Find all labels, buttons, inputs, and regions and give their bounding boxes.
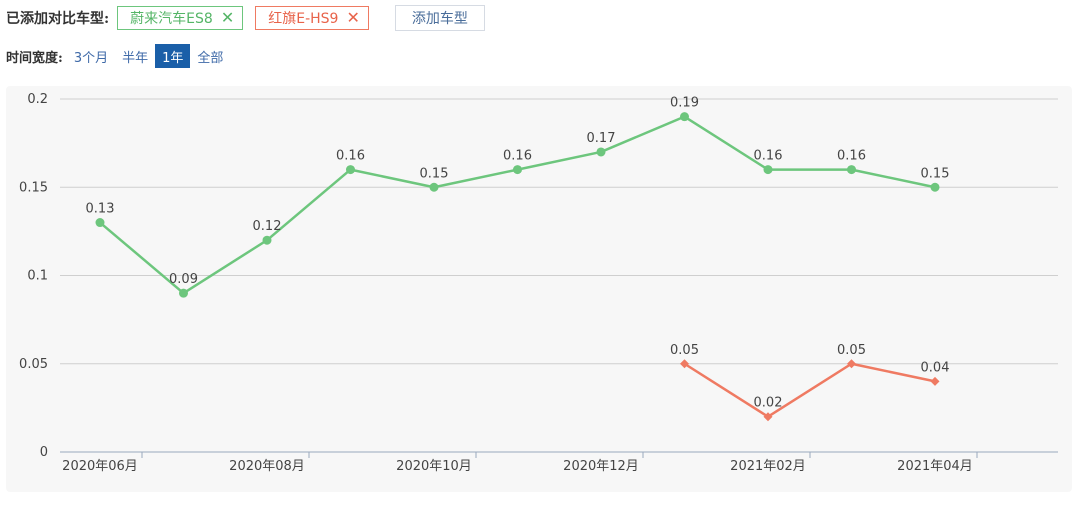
x-tick-label: 2020年06月 bbox=[62, 459, 138, 474]
line-chart: 0 0.05 0.1 0.15 0.2 2020年06月 2020年08月 2020年10月 2… bbox=[6, 86, 1072, 492]
data-label: 0.05 bbox=[837, 343, 866, 358]
data-point bbox=[513, 165, 522, 175]
y-tick-label: 0.05 bbox=[19, 357, 48, 372]
data-point bbox=[763, 412, 773, 422]
data-point bbox=[763, 165, 773, 175]
data-point bbox=[930, 182, 940, 192]
data-point bbox=[429, 182, 439, 192]
close-icon[interactable]: ✕ bbox=[346, 8, 360, 27]
data-label: 0.15 bbox=[921, 166, 950, 181]
data-label: 0.09 bbox=[169, 272, 198, 287]
add-model-button[interactable]: 添加车型 bbox=[394, 5, 485, 31]
data-point bbox=[680, 112, 689, 122]
time-filter-label: 时间宽度: bbox=[6, 50, 63, 66]
data-point bbox=[346, 165, 355, 175]
time-option-all[interactable]: 全部 bbox=[197, 50, 224, 66]
data-point bbox=[930, 376, 940, 386]
data-point bbox=[95, 218, 105, 228]
series-line-1 bbox=[99, 115, 936, 295]
y-tick-label: 0.2 bbox=[27, 92, 48, 107]
data-label: 0.12 bbox=[253, 219, 282, 234]
x-tick-label: 2020年12月 bbox=[563, 459, 639, 474]
chip-hongqi-ehs9[interactable]: 红旗E-HS9 ✕ bbox=[255, 6, 369, 30]
data-label: 0.05 bbox=[670, 343, 699, 358]
chart-svg: 0 0.05 0.1 0.15 0.2 2020年06月 2020年08月 2020年10月 2… bbox=[19, 92, 1058, 474]
data-label: 0.16 bbox=[754, 149, 783, 164]
chip-nio-es8[interactable]: 蔚来汽车ES8 ✕ bbox=[117, 6, 244, 30]
data-point bbox=[179, 288, 188, 298]
data-point bbox=[847, 359, 856, 369]
x-tick-label: 2020年08月 bbox=[229, 459, 305, 474]
x-tick-label: 2021年02月 bbox=[730, 459, 806, 474]
data-label: 0.02 bbox=[754, 396, 783, 411]
y-tick-label: 0 bbox=[40, 445, 48, 460]
data-point bbox=[262, 235, 272, 245]
series-line-2 bbox=[683, 362, 936, 418]
time-option-6m[interactable]: 半年 bbox=[122, 50, 149, 66]
data-label: 0.15 bbox=[420, 166, 449, 181]
compare-label: 已添加对比车型: bbox=[6, 11, 110, 27]
data-label: 0.19 bbox=[670, 96, 699, 111]
y-tick-label: 0.15 bbox=[19, 180, 48, 195]
data-point bbox=[596, 147, 606, 157]
time-option-1y[interactable]: 1年 bbox=[155, 44, 191, 68]
data-label: 0.16 bbox=[336, 149, 365, 164]
data-point bbox=[847, 165, 856, 175]
time-option-3m[interactable]: 3个月 bbox=[73, 50, 109, 66]
data-label: 0.13 bbox=[86, 202, 115, 217]
close-icon[interactable]: ✕ bbox=[220, 8, 235, 27]
data-label: 0.04 bbox=[921, 360, 950, 375]
time-filter: 时间宽度: 3个月 半年 1年 全部 bbox=[6, 44, 230, 68]
chip-label: 红旗E-HS9 bbox=[268, 11, 339, 27]
compare-bar: 已添加对比车型: 蔚来汽车ES8 ✕ 红旗E-HS9 ✕ 添加车型 bbox=[6, 5, 485, 31]
x-tick-label: 2021年04月 bbox=[897, 459, 973, 474]
chip-label: 蔚来汽车ES8 bbox=[130, 11, 213, 27]
data-point bbox=[680, 359, 689, 369]
y-tick-label: 0.1 bbox=[27, 269, 48, 284]
x-tick-label: 2020年10月 bbox=[396, 459, 472, 474]
data-label: 0.17 bbox=[587, 131, 616, 146]
data-label: 0.16 bbox=[837, 149, 866, 164]
data-label: 0.16 bbox=[503, 149, 532, 164]
